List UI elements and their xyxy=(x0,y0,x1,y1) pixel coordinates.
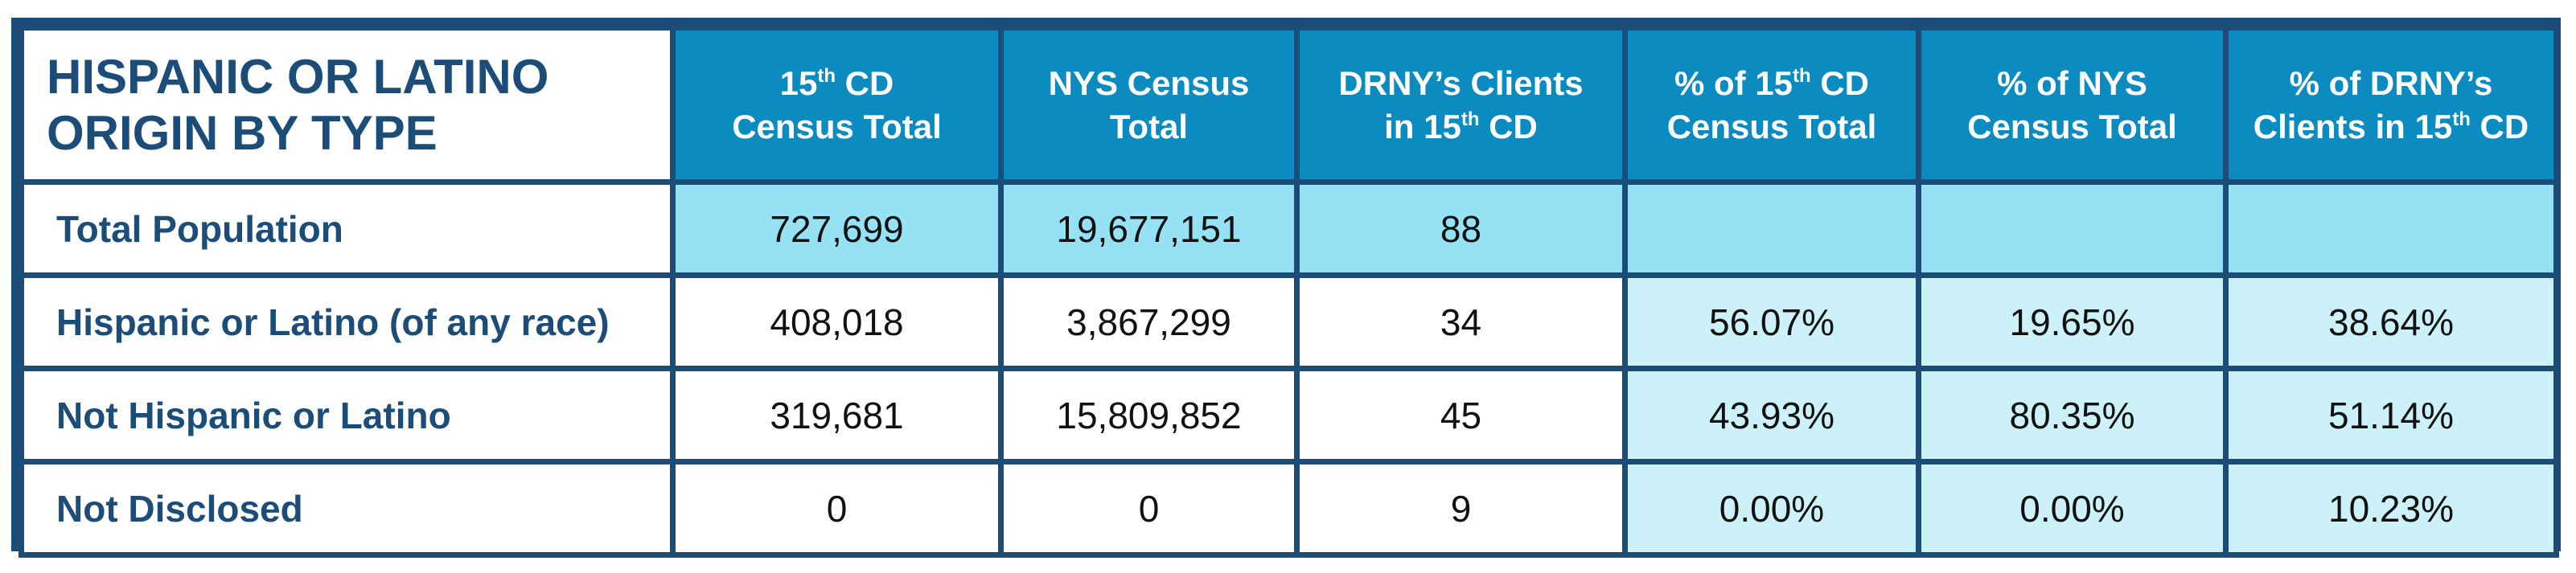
table-cell: 56.07% xyxy=(1622,272,1921,371)
table-title-line-1: HISPANIC OR LATINO xyxy=(47,49,549,104)
row-label: Total Population xyxy=(18,179,676,278)
header-row: HISPANIC OR LATINO ORIGIN BY TYPE 15th C… xyxy=(18,25,2559,185)
table-cell xyxy=(1622,179,1921,278)
table-cell: 0.00% xyxy=(1622,459,1921,558)
table-cell: 51.14% xyxy=(2223,366,2559,465)
table-cell: 319,681 xyxy=(670,366,1004,465)
table-cell: 727,699 xyxy=(670,179,1004,278)
table-cell xyxy=(1916,179,2229,278)
column-header-pct-nys-census-total: % of NYS Census Total xyxy=(1916,25,2229,185)
column-header-drny-clients-15th-cd: DRNY’s Clients in 15th CD xyxy=(1294,25,1628,185)
row-label: Not Disclosed xyxy=(18,459,676,558)
table-row: Hispanic or Latino (of any race) 408,018… xyxy=(18,272,2559,371)
table-cell: 19.65% xyxy=(1916,272,2229,371)
table-row: Not Disclosed 0 0 9 0.00% 0.00% 10.23% xyxy=(18,459,2559,558)
table-cell: 80.35% xyxy=(1916,366,2229,465)
row-label: Hispanic or Latino (of any race) xyxy=(18,272,676,371)
table-cell: 408,018 xyxy=(670,272,1004,371)
table-title: HISPANIC OR LATINO ORIGIN BY TYPE xyxy=(18,25,676,185)
table-cell: 0.00% xyxy=(1916,459,2229,558)
column-header-pct-15th-cd-census-total: % of 15th CD Census Total xyxy=(1622,25,1921,185)
table-row: Not Hispanic or Latino 319,681 15,809,85… xyxy=(18,366,2559,465)
table-cell: 38.64% xyxy=(2223,272,2559,371)
table-cell: 3,867,299 xyxy=(998,272,1300,371)
table-title-line-2: ORIGIN BY TYPE xyxy=(47,105,438,160)
table-cell: 15,809,852 xyxy=(998,366,1300,465)
column-header-nys-census-total: NYS Census Total xyxy=(998,25,1300,185)
table-cell: 0 xyxy=(670,459,1004,558)
table-cell: 9 xyxy=(1294,459,1628,558)
table-cell: 88 xyxy=(1294,179,1628,278)
table-row: Total Population 727,699 19,677,151 88 xyxy=(18,179,2559,278)
column-header-pct-drny-clients-15th-cd: % of DRNY’s Clients in 15th CD xyxy=(2223,25,2559,185)
row-label: Not Hispanic or Latino xyxy=(18,366,676,465)
table-cell xyxy=(2223,179,2559,278)
column-header-15th-cd-census-total: 15th CD Census Total xyxy=(670,25,1004,185)
table-cell: 34 xyxy=(1294,272,1628,371)
table-cell: 10.23% xyxy=(2223,459,2559,558)
hispanic-latino-origin-table: HISPANIC OR LATINO ORIGIN BY TYPE 15th C… xyxy=(11,18,2561,558)
table-cell: 43.93% xyxy=(1622,366,1921,465)
data-table: HISPANIC OR LATINO ORIGIN BY TYPE 15th C… xyxy=(18,25,2559,558)
table-cell: 19,677,151 xyxy=(998,179,1300,278)
table-cell: 45 xyxy=(1294,366,1628,465)
table-cell: 0 xyxy=(998,459,1300,558)
